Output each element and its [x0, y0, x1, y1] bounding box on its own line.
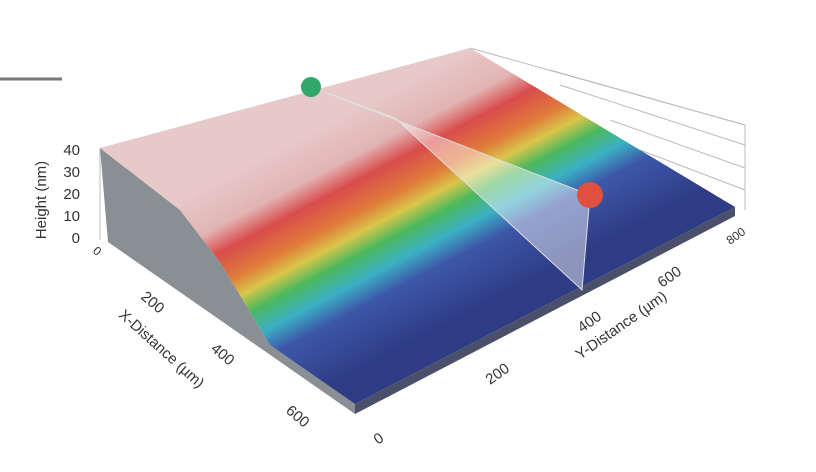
marker-start[interactable]: [301, 77, 321, 97]
x-tick: 0: [90, 244, 104, 259]
side-face: [100, 148, 355, 414]
y-tick: 600: [655, 263, 685, 291]
surface: [100, 48, 735, 404]
y-tick: 800: [724, 224, 749, 247]
height-tick: 20: [63, 186, 80, 203]
cross-section-plane: [310, 86, 591, 292]
height-tick: 40: [63, 142, 80, 159]
y-tick: 0: [371, 430, 388, 449]
x-tick: 200: [137, 288, 167, 317]
height-tick: 10: [63, 208, 80, 225]
front-face: [355, 207, 735, 414]
x-axis-label: X-Distance (µm): [115, 306, 207, 391]
height-tick: 30: [63, 164, 80, 181]
height-axis-label: Height (nm): [33, 161, 50, 239]
bounding-box: [99, 47, 746, 240]
x-tick: 400: [207, 340, 237, 369]
marker-end[interactable]: [577, 182, 603, 208]
height-tick: 0: [72, 230, 80, 247]
x-tick: 600: [282, 402, 312, 431]
y-tick: 200: [483, 360, 513, 388]
